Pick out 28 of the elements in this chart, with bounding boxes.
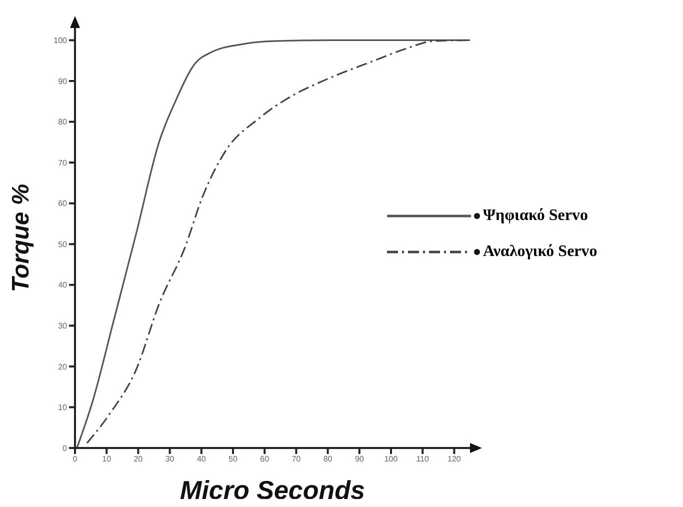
x-tick-label: 70 [292, 454, 302, 464]
x-tick-label: 100 [384, 454, 398, 464]
y-tick-label: 20 [58, 362, 68, 372]
x-tick-label: 60 [260, 454, 270, 464]
text: Αναλογικό Servo [483, 243, 598, 261]
y-tick-label: 30 [58, 322, 68, 331]
x-tick-label: 120 [448, 454, 462, 464]
y-axis-title: Torque % [8, 184, 35, 292]
x-axis-title: Micro Seconds [180, 475, 365, 505]
y-tick-label: 0 [62, 444, 68, 453]
y-tick-label: 40 [58, 280, 68, 290]
y-tick-label: 50 [58, 240, 68, 249]
x-tick-label: 20 [134, 454, 144, 464]
text: Ψηφιακό Servo [483, 207, 588, 225]
y-tick-label: 100 [54, 36, 68, 46]
y-tick-label: 80 [58, 118, 68, 127]
y-tick-label: 90 [58, 76, 68, 86]
x-tick-label: 40 [196, 454, 206, 464]
x-tick-label: 10 [102, 454, 112, 464]
y-tick-label: 70 [58, 158, 68, 168]
x-tick-label: 90 [354, 454, 364, 464]
y-tick-label: 10 [58, 403, 68, 412]
x-tick-label: 50 [228, 454, 238, 464]
x-tick-label: 0 [72, 454, 78, 464]
x-tick-label: 80 [323, 454, 333, 464]
y-tick-label: 60 [58, 199, 68, 208]
x-tick-label: 110 [416, 454, 430, 464]
x-tick-label: 30 [165, 454, 175, 464]
